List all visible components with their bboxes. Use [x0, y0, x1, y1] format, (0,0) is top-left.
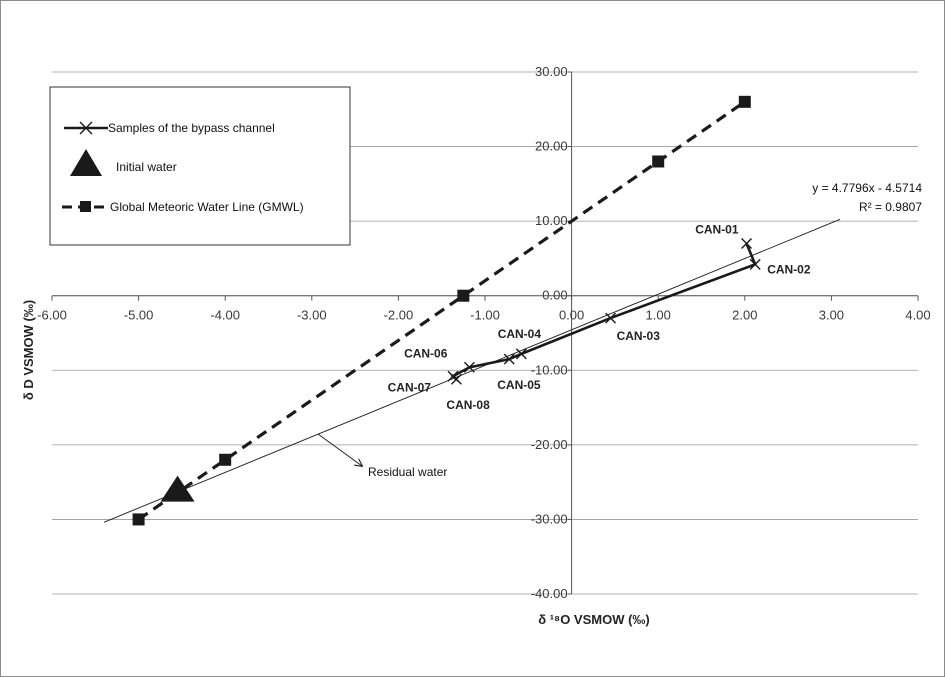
- y-tick-label: 20.00: [535, 139, 568, 154]
- series-layer: [132, 95, 761, 526]
- legend-gmwl-marker: [80, 201, 91, 212]
- sample-label-can-03: CAN-03: [617, 329, 661, 343]
- x-tick-label: 0.00: [559, 308, 584, 323]
- gmwl-point: [457, 289, 470, 302]
- sample-point: [749, 258, 761, 270]
- sample-label-can-04: CAN-04: [498, 327, 542, 341]
- x-tick-label: -2.00: [384, 308, 414, 323]
- sample-point: [503, 353, 515, 365]
- legend-initial-water-label: Initial water: [116, 160, 177, 174]
- sample-label-can-01: CAN-01: [695, 223, 739, 237]
- legend: Samples of the bypass channel Initial wa…: [49, 86, 351, 246]
- sample-point: [515, 348, 527, 360]
- legend-gmwl-label: Global Meteoric Water Line (GMWL): [110, 200, 304, 214]
- x-tick-label: -5.00: [124, 308, 154, 323]
- residual-water-label: Residual water: [368, 465, 447, 479]
- legend-samples-marker: [79, 121, 93, 135]
- y-tick-label: -10.00: [531, 362, 568, 377]
- axes: 30.00 20.00 10.00 0.00 -10.00 -20.00 -30.00 -40…: [37, 64, 930, 601]
- x-tick-label: 2.00: [732, 308, 757, 323]
- initial-water-point: [160, 475, 195, 502]
- gmwl-point: [652, 155, 665, 168]
- gmwl-point: [132, 513, 145, 526]
- sample-point: [605, 312, 617, 324]
- x-tick-label: -1.00: [470, 308, 500, 323]
- y-tick-label: 30.00: [535, 64, 568, 79]
- sample-point: [450, 373, 462, 385]
- sample-point: [463, 361, 475, 373]
- legend-box: [49, 86, 351, 246]
- labels: CAN-01 CAN-02 CAN-03 CAN-04 CAN-05 CAN-06 CAN-…: [388, 223, 811, 413]
- trendline-r2: R² = 0.9807: [859, 200, 922, 214]
- x-tick-label: 4.00: [905, 308, 930, 323]
- residual-water-arrow: [317, 433, 362, 466]
- x-tick-label: 1.00: [646, 308, 671, 323]
- gmwl-point: [738, 95, 751, 108]
- x-tick-label: -6.00: [37, 308, 67, 323]
- trendline-equation: y = 4.7796x - 4.5714: [812, 181, 922, 195]
- legend-initial-water-marker: [70, 149, 102, 176]
- gmwl-line: [137, 100, 746, 521]
- x-axis-title: δ ¹⁸O VSMOW (‰): [538, 612, 650, 627]
- x-tick-label: -4.00: [210, 308, 240, 323]
- y-tick-label: -40.00: [531, 586, 568, 601]
- legend-samples-label: Samples of the bypass channel: [108, 121, 275, 135]
- gmwl-point: [219, 453, 232, 466]
- y-tick-label: 10.00: [535, 213, 568, 228]
- sample-label-can-06: CAN-06: [404, 346, 448, 360]
- y-axis-title: δ D VSMOW (‰): [21, 300, 36, 400]
- sample-label-can-05: CAN-05: [497, 378, 541, 392]
- x-tick-label: 3.00: [819, 308, 844, 323]
- sample-label-can-08: CAN-08: [446, 398, 490, 412]
- y-tick-label: -30.00: [531, 511, 568, 526]
- sample-label-can-07: CAN-07: [388, 380, 432, 394]
- sample-label-can-02: CAN-02: [767, 262, 811, 276]
- sample-point: [741, 238, 753, 250]
- samples-line: [450, 243, 757, 381]
- x-tick-label: -3.00: [297, 308, 327, 323]
- y-tick-label: -20.00: [531, 437, 568, 452]
